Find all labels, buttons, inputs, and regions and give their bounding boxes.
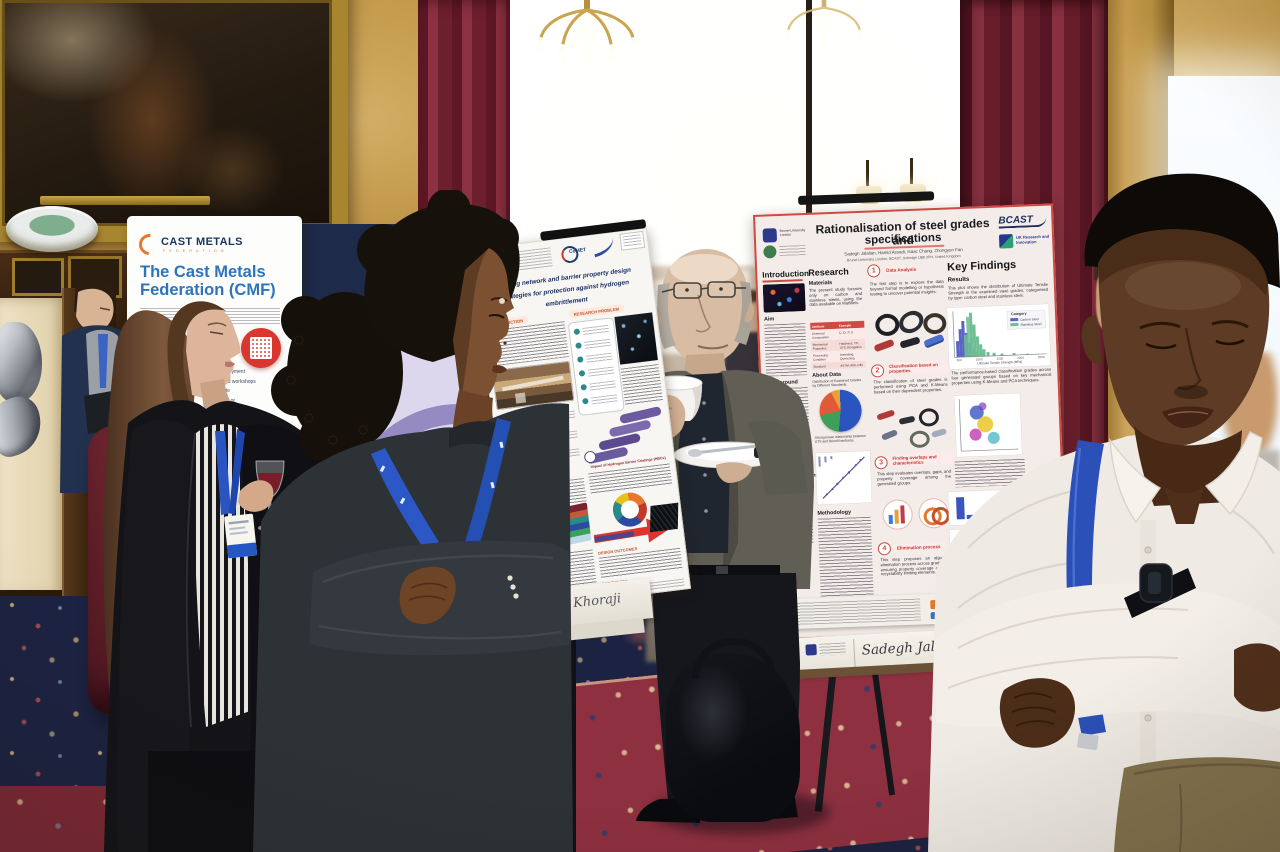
hydrogen-poster: CoMET Coating network and barrier proper…	[471, 227, 692, 611]
chandelier	[784, 0, 864, 48]
step-4-circle: 4	[877, 541, 892, 556]
partner-swoosh-logo	[591, 237, 617, 258]
brunel-logo-text: Brunel University London	[779, 228, 806, 238]
cmf-qr-badge	[241, 328, 281, 368]
bar-chart-icon	[882, 499, 914, 531]
step-3-circle: 3	[874, 456, 888, 470]
wall-sconce	[856, 150, 936, 216]
mini-gilt-frame	[12, 258, 64, 296]
man-white-shirt	[928, 173, 1280, 852]
step-1-label: Data Analysis	[882, 264, 921, 275]
oil-painting	[0, 0, 348, 242]
step-2-circle: 2	[870, 364, 885, 378]
silver-sculpture	[0, 322, 42, 402]
painting-plaque	[40, 196, 210, 205]
table-cell: ASTM, AISI, DIN	[840, 362, 863, 368]
institute-logo	[619, 230, 646, 251]
cmf-brand: CAST METALS	[161, 236, 243, 248]
black-floor-bag	[666, 654, 800, 822]
cmf-heading: The Cast Metals Federation (CMF)	[140, 263, 276, 299]
steel-sample-photo	[650, 502, 679, 533]
cmf-bullet: ces and workshops	[213, 378, 256, 385]
uts-histogram	[946, 303, 1052, 370]
microstructure-photo	[614, 312, 658, 365]
scatter-plot	[815, 450, 873, 505]
cmf-brand-sub: F E D E R A T I O N	[163, 249, 226, 253]
curtain-pole	[806, 0, 812, 220]
step-1-circle: 1	[866, 264, 881, 278]
chandelier	[535, 0, 639, 65]
porcelain-bowl	[6, 206, 98, 252]
cascade-flow-arrows	[579, 405, 669, 465]
cmf-crescent-icon	[134, 229, 165, 260]
qr-code-icon	[250, 337, 272, 359]
pca-cluster-plot	[954, 392, 1023, 458]
woman-foreground	[253, 190, 573, 852]
